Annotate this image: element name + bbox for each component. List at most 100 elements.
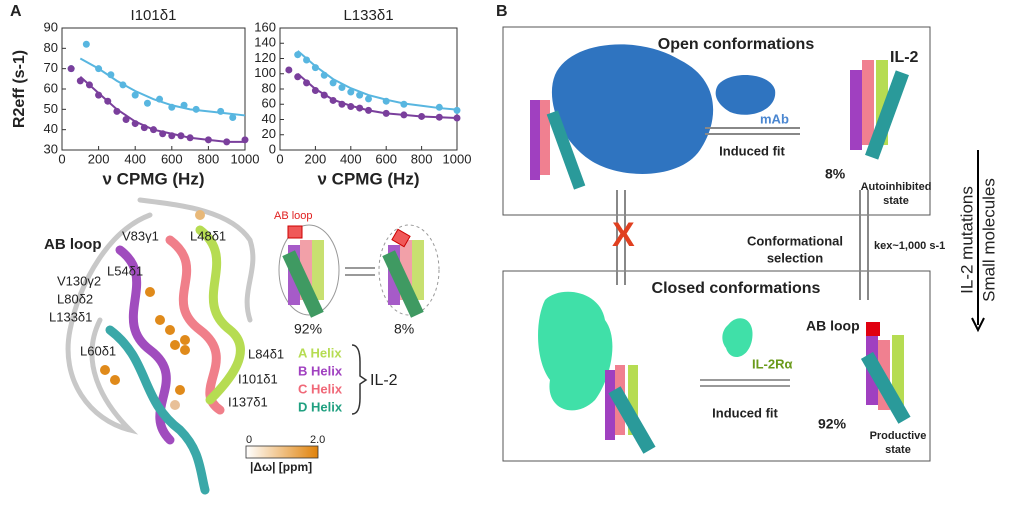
state-label: Productive <box>870 430 927 442</box>
x-axis-label: ν CPMG (Hz) <box>318 169 420 188</box>
induced-fit: Induced fit <box>719 143 785 158</box>
data-point <box>67 65 75 73</box>
box-title: Closed conformations <box>652 280 821 297</box>
residue-label: L84δ1 <box>248 346 284 361</box>
y-tick-label: 30 <box>44 141 58 156</box>
il2-label: IL-2 <box>370 372 398 389</box>
x-tick-label: 600 <box>161 151 183 166</box>
induced-fit: Induced fit <box>712 405 778 420</box>
residue-labels: V83γ1 L48δ1 L54δ1 V130γ2 L80δ2 L133δ1 L6… <box>49 228 284 409</box>
x-tick-label: 600 <box>375 151 397 166</box>
residue-label: L48δ1 <box>190 228 226 243</box>
ab-loop-label: AB loop <box>44 236 102 253</box>
y-tick-label: 0 <box>269 141 276 156</box>
closed-box <box>502 270 931 462</box>
x-tick-label: 0 <box>276 151 283 166</box>
cross: X <box>612 216 635 254</box>
panel-letter: A <box>10 3 22 20</box>
side-label: IL-2 mutations <box>957 186 976 294</box>
kex-label: kex~1,000 s-1 <box>874 240 945 252</box>
colorbar-min: 0 <box>246 434 252 446</box>
x-tick-label: 1000 <box>231 151 260 166</box>
data-point <box>347 88 355 96</box>
data-point <box>365 95 372 103</box>
state-label: state <box>885 444 911 456</box>
colorbar-max: 2.0 <box>310 434 325 446</box>
residue-label: I101δ1 <box>238 371 278 386</box>
schematic-pct: 92% <box>294 321 322 337</box>
fit-line <box>297 50 458 111</box>
helix-label: C Helix <box>298 381 343 396</box>
mab-label: mAb <box>760 111 789 126</box>
x-tick-label: 1000 <box>443 151 472 166</box>
arrows <box>616 127 869 387</box>
residue-label: L60δ1 <box>80 343 116 358</box>
x-tick-label: 0 <box>58 151 65 166</box>
data-point <box>329 79 337 87</box>
schematic <box>278 224 440 318</box>
helix-label: B Helix <box>298 363 343 378</box>
x-tick-label: 400 <box>124 151 146 166</box>
chart-title: L133δ1 <box>343 7 393 24</box>
residue-label: L80δ2 <box>57 291 93 306</box>
y-tick-label: 100 <box>254 65 276 80</box>
receptor-small <box>722 318 753 358</box>
plot-frame <box>279 27 458 151</box>
chart-title: I101δ1 <box>131 7 177 24</box>
fit-line <box>79 76 245 143</box>
y-tick-label: 80 <box>44 40 58 55</box>
il2-cylinders <box>530 60 911 454</box>
pct-label: 92% <box>818 416 847 432</box>
colorbar <box>245 445 319 459</box>
il2-label: IL-2 <box>890 49 919 66</box>
schematic-pct: 8% <box>394 321 414 337</box>
y-tick-label: 20 <box>262 126 276 141</box>
residue-label: V83γ1 <box>122 228 159 243</box>
mab-small <box>715 74 776 115</box>
data-point <box>143 99 151 107</box>
schematic-loop-label: AB loop <box>274 210 313 222</box>
data-point <box>338 83 346 91</box>
fit-line <box>79 57 246 117</box>
y-tick-label: 90 <box>44 19 58 34</box>
selection-label: Conformational <box>747 233 843 248</box>
box-title: Open conformations <box>658 36 815 53</box>
data-point <box>285 66 293 74</box>
y-tick-label: 40 <box>262 111 276 126</box>
x-tick-label: 400 <box>340 151 362 166</box>
state-label: state <box>883 195 909 207</box>
panel-letter: B <box>496 3 508 20</box>
pct-label: 8% <box>825 166 846 182</box>
residue-label: L54δ1 <box>107 263 143 278</box>
y-tick-label: 60 <box>44 80 58 95</box>
data-point <box>131 91 139 99</box>
receptor-surface <box>538 291 613 411</box>
y-tick-label: 60 <box>262 96 276 111</box>
residue-label: I137δ1 <box>228 394 268 409</box>
x-tick-label: 200 <box>305 151 327 166</box>
y-tick-label: 80 <box>262 80 276 95</box>
fit-line <box>297 72 458 119</box>
residue-label: L133δ1 <box>49 309 92 324</box>
receptor-label: IL-2Rα <box>752 356 793 371</box>
y-tick-label: 120 <box>254 50 276 65</box>
data-point <box>82 40 90 48</box>
data-point <box>229 113 237 121</box>
helix-label: A Helix <box>298 345 342 360</box>
x-tick-label: 800 <box>198 151 220 166</box>
y-tick-label: 160 <box>254 19 276 34</box>
helix-label: D Helix <box>298 399 343 414</box>
side-label: Small molecules <box>979 178 998 302</box>
y-tick-label: 40 <box>44 121 58 136</box>
selection-label: selection <box>767 250 823 265</box>
y-tick-label: 70 <box>44 60 58 75</box>
protein-structure <box>65 197 256 495</box>
side-arrow <box>971 150 985 333</box>
state-label: Autoinhibited <box>861 181 932 193</box>
y-tick-label: 50 <box>44 101 58 116</box>
mab-surface <box>551 44 714 174</box>
y-axis-label: R2eff (s-1) <box>11 50 28 128</box>
x-tick-label: 200 <box>88 151 110 166</box>
helix-legend: A Helix B Helix C Helix D Helix <box>298 345 343 414</box>
